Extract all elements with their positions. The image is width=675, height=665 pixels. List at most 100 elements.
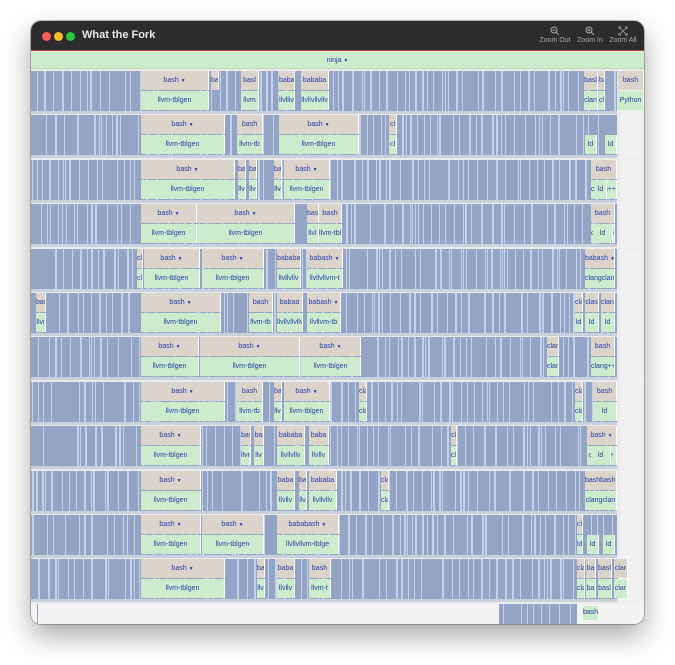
exec-frame[interactable]: llv (274, 401, 282, 421)
fork-frame[interactable]: basl (584, 71, 598, 90)
exec-frame[interactable]: llvllvllv (277, 268, 301, 288)
fork-frame[interactable]: bash (237, 381, 263, 401)
fork-frame[interactable]: bash (237, 115, 263, 135)
fork-frame[interactable]: bash ▼ (284, 159, 330, 179)
exec-frame[interactable]: llvm-tblg (319, 224, 342, 244)
exec-frame[interactable]: llvllvllv (277, 446, 305, 466)
exec-frame[interactable]: llvllvm-tb (307, 313, 341, 332)
fork-frame[interactable]: bash ▼ (144, 248, 200, 268)
fork-frame[interactable]: bash ▼ (141, 559, 225, 579)
exec-frame[interactable]: llv (274, 179, 282, 199)
exec-frame[interactable]: llvi (36, 313, 46, 332)
fullscreen-window-button[interactable] (66, 32, 75, 41)
exec-frame[interactable]: ld (577, 535, 583, 554)
exec-frame[interactable]: ld (603, 535, 615, 554)
exec-frame[interactable]: llvm-tblgen (279, 135, 359, 155)
fork-frame[interactable]: ba (257, 559, 265, 579)
exec-frame[interactable]: Python (618, 91, 644, 110)
fork-frame[interactable]: bash ▼ (284, 381, 330, 401)
fork-frame[interactable]: bash ▼ (141, 293, 221, 312)
child-process-trace[interactable] (499, 604, 577, 624)
exec-frame[interactable]: ld (605, 135, 617, 155)
exec-frame[interactable]: ld (585, 313, 599, 332)
fork-frame[interactable]: bash ▼ (141, 71, 209, 90)
minimize-window-button[interactable] (54, 32, 63, 41)
exec-frame[interactable]: llvllv (309, 446, 329, 466)
exec-frame[interactable]: cla (599, 91, 605, 110)
exec-frame[interactable]: ld (591, 446, 611, 466)
fork-frame[interactable]: ba (586, 559, 596, 579)
fork-frame[interactable]: bash ▼ (197, 204, 295, 224)
fork-frame[interactable]: ba (274, 381, 282, 401)
fork-frame[interactable]: bash ▼ (141, 204, 197, 224)
fork-frame[interactable]: bash (249, 293, 273, 312)
fork-frame[interactable]: bababa (277, 248, 301, 268)
exec-frame[interactable]: llvm-tblgen (202, 535, 264, 554)
fork-frame[interactable]: ba (249, 159, 257, 179)
exec-frame[interactable]: llvm-t (309, 579, 331, 599)
fork-frame[interactable]: cl (389, 115, 397, 135)
exec-frame[interactable]: ld (575, 313, 583, 332)
zoom-out-button[interactable]: Zoom Out (535, 26, 575, 50)
exec-frame[interactable]: llvllvllvllv (301, 91, 329, 110)
exec-frame[interactable]: clan (547, 357, 559, 377)
exec-frame[interactable]: llvllvllvllv (277, 313, 303, 332)
fork-frame[interactable]: bash (618, 71, 644, 90)
exec-frame[interactable]: llv (257, 579, 265, 599)
exec-frame[interactable]: ld (601, 313, 615, 332)
zoom-in-button[interactable]: Zoom In (570, 26, 610, 50)
exec-frame[interactable]: ld (593, 224, 613, 244)
exec-frame[interactable]: clan (584, 91, 598, 110)
exec-frame[interactable]: llvm-tblgen (200, 357, 300, 377)
exec-frame[interactable]: llvm-tblgen (284, 401, 330, 421)
child-process-trace[interactable] (37, 604, 38, 624)
exec-frame[interactable]: ba (586, 579, 596, 599)
root-process-ninja[interactable]: ninja ▼ (31, 52, 644, 69)
fork-frame[interactable]: bash ▼ (279, 115, 359, 135)
exec-frame[interactable]: llvm-tblgen (202, 268, 264, 288)
exec-frame[interactable]: llvm-tblgen (141, 401, 225, 421)
exec-frame[interactable]: llv (249, 179, 257, 199)
fork-frame[interactable]: bash (319, 204, 342, 224)
fork-frame[interactable]: bababa (277, 426, 305, 446)
fork-frame[interactable]: baba (279, 71, 295, 90)
fork-frame[interactable]: clas (585, 293, 599, 312)
exec-frame[interactable]: llv (254, 446, 264, 466)
exec-frame[interactable]: llvn (241, 446, 251, 466)
fork-frame[interactable]: babaa (277, 293, 303, 312)
fork-frame[interactable]: basl (598, 559, 612, 579)
fork-frame[interactable]: bash ▼ (141, 470, 201, 490)
exec-frame[interactable]: cla (381, 490, 389, 510)
exec-frame[interactable]: clai (577, 579, 585, 599)
exec-frame[interactable]: clang++ (591, 357, 615, 377)
exec-frame[interactable]: llvm-tblgen (144, 268, 200, 288)
fork-frame[interactable]: bash ▼ (141, 159, 235, 179)
close-window-button[interactable] (42, 32, 51, 41)
exec-frame[interactable]: llvllvllvm-tblge (277, 535, 339, 554)
fork-frame[interactable]: clai (577, 559, 585, 579)
exec-frame[interactable]: llvm-tb (237, 135, 263, 155)
fork-frame[interactable]: babash ▼ (307, 293, 341, 312)
exec-frame[interactable]: clar (614, 579, 628, 599)
fork-frame[interactable]: clan (547, 337, 559, 357)
fork-frame[interactable]: bash (591, 204, 615, 224)
fork-frame[interactable]: ba (211, 71, 219, 90)
fork-frame[interactable]: bash (309, 559, 331, 579)
fork-frame[interactable]: bash (591, 159, 617, 179)
exec-frame[interactable]: ld (585, 135, 597, 155)
fork-frame[interactable]: bash ▼ (202, 515, 264, 534)
fork-frame[interactable]: ba (274, 159, 282, 179)
exec-frame[interactable]: llvm-tblgen (141, 446, 201, 466)
fork-frame[interactable]: bash ▼ (141, 115, 225, 135)
zoom-all-button[interactable]: Zoom All (603, 26, 643, 50)
exec-frame[interactable]: bash (583, 606, 599, 620)
fork-frame[interactable]: bash ▼ (141, 337, 199, 357)
fork-frame[interactable]: cla (575, 293, 583, 312)
exec-frame[interactable]: llvllv (277, 579, 295, 599)
fork-frame[interactable]: clang (601, 293, 615, 312)
fork-frame[interactable]: bash ▼ (141, 426, 201, 446)
exec-frame[interactable]: cl (451, 446, 457, 466)
fork-frame[interactable]: ba (599, 71, 605, 90)
exec-frame[interactable]: llvm-tblgen (141, 357, 199, 377)
exec-frame[interactable]: llvm-tblgen (141, 579, 225, 599)
